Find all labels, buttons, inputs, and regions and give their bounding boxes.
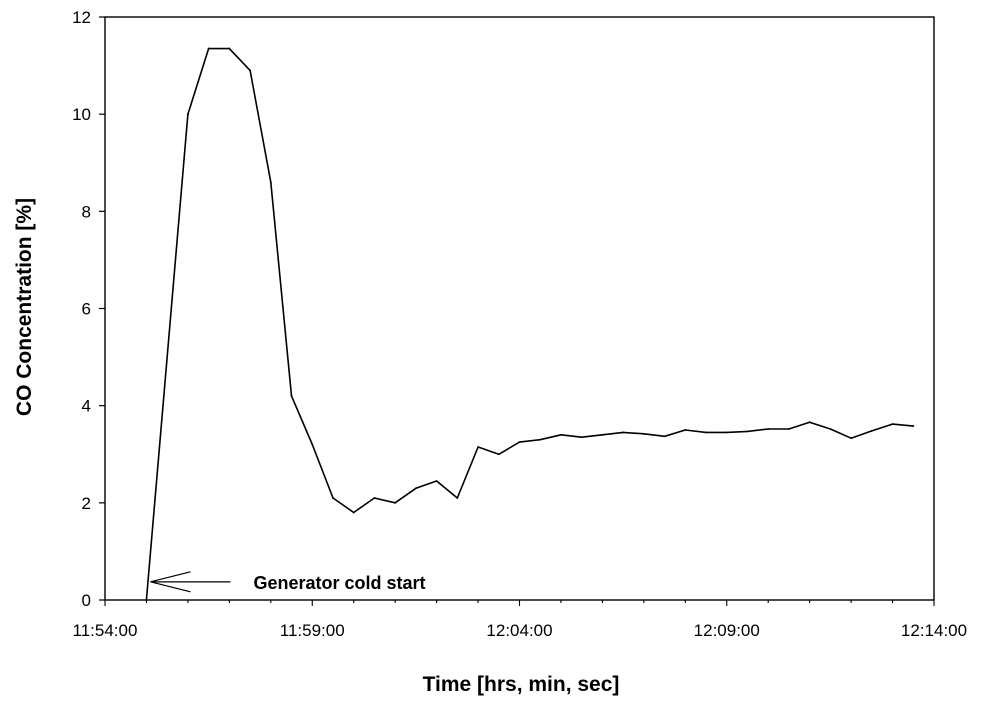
data-point (705, 431, 707, 434)
data-point (829, 428, 832, 430)
x-tick-label: 11:54:00 (73, 621, 138, 640)
data-point (311, 443, 314, 446)
y-tick-label: 10 (72, 105, 91, 124)
annotation-label: Generator cold start (253, 573, 425, 593)
data-point (373, 497, 376, 499)
y-tick-label: 6 (82, 300, 91, 319)
data-point (912, 425, 915, 427)
data-point (539, 438, 542, 441)
data-point (580, 436, 583, 439)
y-tick-label: 0 (82, 591, 91, 610)
data-point (518, 441, 521, 444)
data-point (394, 501, 397, 504)
data-point (746, 430, 749, 433)
data-point (891, 423, 894, 426)
x-tick-label: 12:14:00 (901, 621, 967, 640)
data-point (352, 511, 355, 514)
data-point (145, 599, 148, 601)
x-axis-title: Time [hrs, min, sec] (423, 673, 620, 696)
plot-frame (104, 16, 935, 601)
annotation-arrow-head (150, 571, 191, 583)
data-point (870, 430, 873, 432)
data-point (187, 113, 189, 116)
data-point (269, 181, 272, 184)
data-point (601, 433, 604, 436)
x-tick-label: 11:59:00 (280, 621, 345, 640)
data-point (290, 395, 293, 397)
data-point (207, 47, 210, 50)
data-point (332, 497, 334, 499)
y-tick-label: 2 (82, 494, 91, 513)
co-concentration-line (145, 47, 914, 601)
data-point (684, 429, 687, 431)
data-point (808, 421, 811, 424)
data-point (767, 428, 770, 430)
data-point (850, 437, 852, 440)
data-point (642, 432, 645, 435)
data-point (477, 446, 479, 448)
x-tick-label: 12:04:00 (486, 621, 552, 640)
data-point (788, 428, 790, 430)
data-point (497, 453, 500, 456)
data-point (435, 480, 438, 482)
y-axis-title: CO Concentration [%] (13, 198, 36, 416)
data-point (725, 431, 728, 434)
data-point (663, 435, 666, 438)
data-point (622, 431, 625, 434)
y-tick-label: 4 (82, 397, 91, 416)
data-point (414, 487, 417, 490)
data-point (560, 433, 562, 436)
y-tick-label: 8 (82, 202, 91, 221)
data-point (228, 47, 231, 50)
data-point (456, 497, 459, 499)
data-point (249, 69, 251, 72)
x-tick-label: 12:09:00 (694, 621, 760, 640)
annotation-arrow-head (150, 581, 191, 593)
y-tick-label: 12 (72, 8, 91, 27)
